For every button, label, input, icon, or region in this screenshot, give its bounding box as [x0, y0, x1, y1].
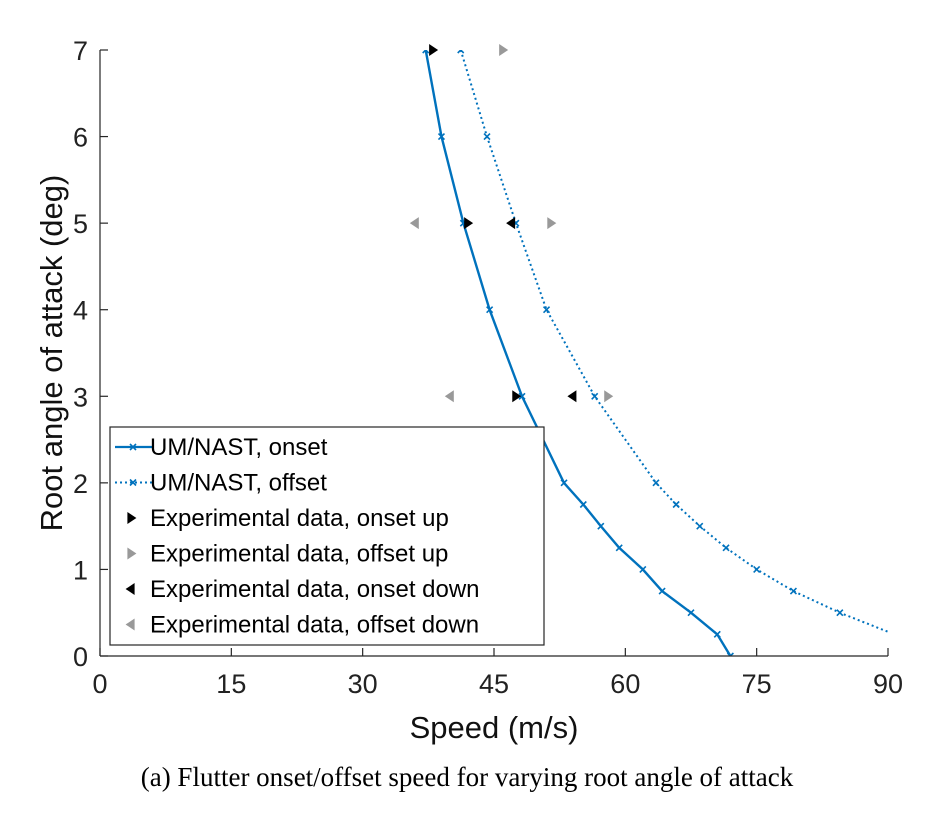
data-point [483, 133, 491, 141]
legend-item: UM/NAST, onset [115, 434, 328, 461]
y-tick-label: 0 [73, 642, 88, 672]
legend-swatch [127, 512, 137, 524]
data-point [713, 630, 721, 638]
data-point [591, 392, 599, 400]
legend-label: UM/NAST, onset [150, 434, 328, 461]
legend-label: Experimental data, onset down [150, 576, 480, 603]
figure-caption: (a) Flutter onset/offset speed for varyi… [140, 762, 794, 792]
experimental-marker [444, 390, 454, 403]
y-tick-label: 2 [73, 469, 88, 499]
experimental-marker [567, 390, 577, 403]
legend-label: Experimental data, offset up [150, 541, 448, 568]
experimental-marker [429, 44, 439, 56]
legend-label: Experimental data, onset up [150, 505, 449, 532]
data-point [658, 587, 666, 595]
legend-swatch [127, 547, 137, 560]
legend-item: Experimental data, offset down [125, 612, 479, 639]
data-point [457, 50, 465, 54]
data-point [753, 565, 761, 573]
experimental-marker [512, 390, 522, 403]
experimental-marker [547, 217, 557, 230]
y-tick-label: 5 [73, 209, 88, 239]
legend-item: UM/NAST, offset [115, 470, 327, 497]
data-point [836, 609, 844, 617]
experimental-marker [499, 44, 509, 56]
data-point [597, 522, 605, 530]
data-point [486, 306, 494, 314]
experimental-markers [409, 44, 614, 403]
x-tick-label: 0 [92, 669, 107, 699]
data-point [672, 500, 680, 509]
experimental-marker [409, 217, 419, 230]
legend-item: Experimental data, onset up [127, 505, 449, 532]
data-point [542, 306, 551, 314]
y-tick-label: 7 [73, 36, 88, 66]
legend-item: Experimental data, onset down [125, 576, 480, 603]
x-tick-label: 15 [216, 669, 246, 699]
x-tick-label: 90 [873, 669, 903, 699]
data-point [560, 479, 568, 487]
legend-marker [129, 443, 137, 451]
experimental-marker [464, 217, 474, 230]
data-point [726, 652, 734, 656]
legend-label: UM/NAST, offset [150, 470, 327, 497]
data-point [639, 565, 647, 573]
series-line-onset [424, 50, 732, 656]
data-point [789, 587, 798, 595]
legend-item: Experimental data, offset up [127, 541, 448, 568]
x-tick-label: 75 [742, 669, 772, 699]
data-point [518, 392, 526, 400]
data-point [579, 500, 587, 509]
data-point [437, 133, 446, 141]
y-tick-label: 3 [73, 382, 88, 412]
series-layer [422, 50, 888, 656]
x-tick-label: 30 [348, 669, 378, 699]
experimental-marker [604, 390, 614, 403]
legend-label: Experimental data, offset down [150, 612, 479, 639]
legend-box [109, 426, 545, 646]
x-tick-label: 60 [610, 669, 640, 699]
legend-swatch [125, 618, 135, 631]
data-point [615, 544, 623, 552]
data-point [696, 522, 704, 530]
data-point [722, 544, 730, 552]
y-tick-label: 1 [73, 555, 88, 585]
y-axis-title: Root angle of attack (deg) [34, 175, 69, 532]
legend-marker [129, 478, 137, 487]
data-point [652, 479, 660, 487]
y-tick-label: 6 [73, 123, 88, 153]
x-tick-label: 45 [479, 669, 509, 699]
data-point [687, 609, 695, 617]
legend-swatch [125, 583, 135, 595]
x-axis-title: Speed (m/s) [410, 710, 579, 745]
y-tick-label: 4 [73, 296, 88, 326]
experimental-marker [506, 217, 516, 230]
legend: UM/NAST, onset UM/NAST, offset Experimenta… [109, 426, 545, 646]
data-point [422, 50, 430, 54]
